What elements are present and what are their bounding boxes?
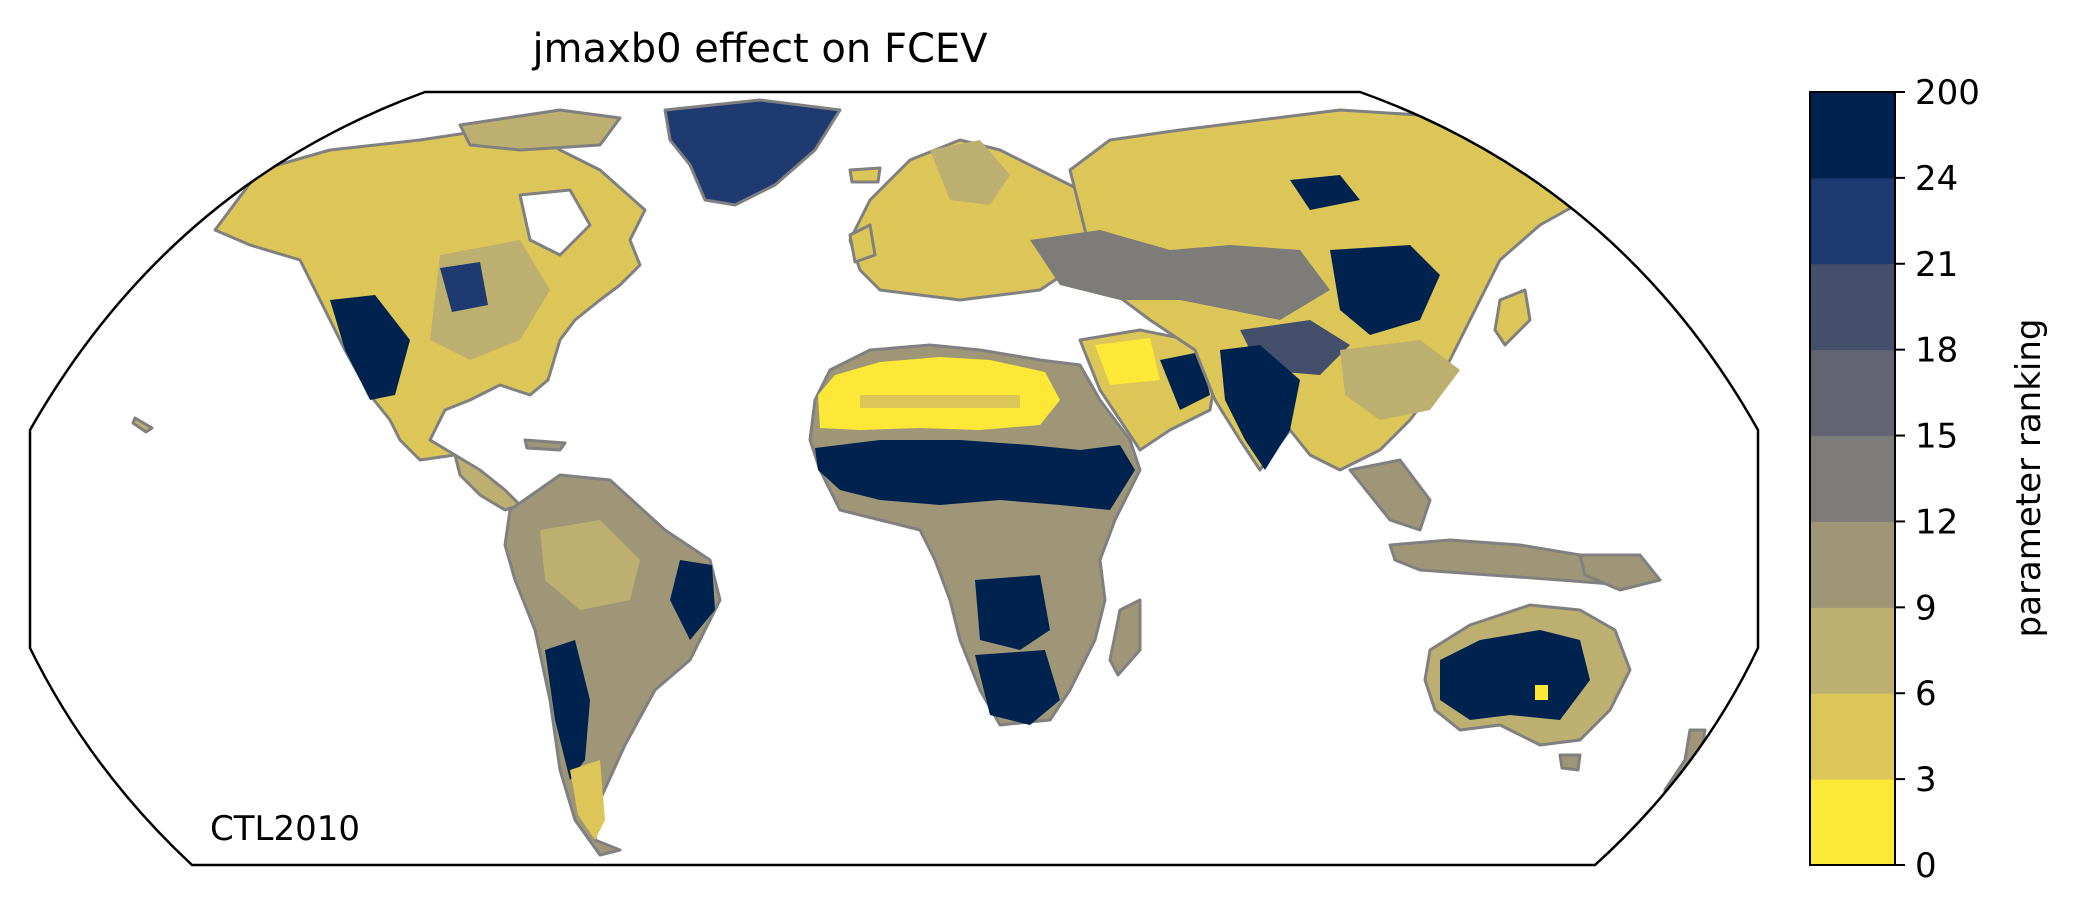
sahara-band bbox=[860, 395, 1020, 408]
colorbar-bin-21-24 bbox=[1810, 177, 1895, 265]
australia-yellow-spot bbox=[1535, 685, 1548, 700]
colorbar-bin-24-200 bbox=[1810, 92, 1895, 179]
run-label: CTL2010 bbox=[210, 809, 360, 849]
colorbar-tick-label: 12 bbox=[1915, 502, 1958, 542]
india-dark bbox=[1220, 345, 1300, 470]
iceland bbox=[848, 166, 882, 184]
colorbar-label: parameter ranking bbox=[2009, 319, 2049, 638]
china-khaki bbox=[1340, 340, 1460, 420]
hawaii bbox=[131, 416, 154, 434]
tasmania bbox=[1558, 753, 1582, 772]
colorbar-bin-9-12 bbox=[1810, 521, 1895, 608]
patagonia bbox=[570, 760, 605, 840]
colorbar-tick-label: 200 bbox=[1915, 73, 1980, 113]
new-guinea bbox=[1578, 553, 1662, 592]
southeast-asia bbox=[1348, 458, 1432, 532]
colorbar-tick-label: 24 bbox=[1915, 159, 1958, 199]
canadian-islands bbox=[458, 108, 622, 152]
colorbar-bin-6-9 bbox=[1810, 607, 1895, 694]
colorbar: 0 3 6 9 12 15 18 21 24 200 parameter ranking bbox=[1809, 73, 2049, 886]
australia-dark bbox=[1440, 630, 1590, 720]
globe-outline bbox=[28, 90, 1760, 867]
madagascar bbox=[1108, 598, 1142, 677]
greenland bbox=[663, 98, 842, 207]
colorbar-bins bbox=[1810, 92, 1895, 866]
colorbar-bin-15-18 bbox=[1810, 349, 1895, 437]
colorbar-ticks: 0 3 6 9 12 15 18 21 24 200 bbox=[1895, 73, 1980, 886]
cuba bbox=[523, 438, 567, 452]
arabia-yellow bbox=[1095, 338, 1160, 385]
map-title: jmaxb0 effect on FCEV bbox=[531, 26, 988, 72]
colorbar-tick-label: 3 bbox=[1915, 760, 1937, 800]
andes-dark bbox=[545, 640, 590, 780]
colorbar-bin-18-21 bbox=[1810, 263, 1895, 351]
colorbar-tick-label: 9 bbox=[1915, 588, 1937, 628]
land-layer bbox=[131, 98, 1707, 857]
sahel bbox=[815, 440, 1135, 510]
amazon-basin bbox=[540, 520, 640, 610]
colorbar-tick-label: 21 bbox=[1915, 245, 1958, 285]
hudson-bay bbox=[518, 188, 592, 257]
mongolia-dark bbox=[1330, 245, 1440, 335]
map-panel: CTL2010 bbox=[28, 90, 1760, 867]
siberia-dark bbox=[1290, 175, 1360, 210]
colorbar-bin-3-6 bbox=[1810, 693, 1895, 780]
colorbar-tick-label: 0 bbox=[1915, 846, 1937, 886]
sahara bbox=[818, 357, 1060, 430]
congo-dark bbox=[975, 575, 1050, 650]
colorbar-tick-label: 15 bbox=[1915, 417, 1958, 457]
british-isles bbox=[848, 223, 877, 264]
colorbar-tick-label: 18 bbox=[1915, 331, 1958, 371]
south-africa-dark bbox=[975, 650, 1060, 725]
brazil-east-dark bbox=[670, 560, 715, 640]
japan bbox=[1493, 288, 1532, 347]
colorbar-bin-0-3 bbox=[1810, 779, 1895, 866]
north-america-interior-dark bbox=[440, 262, 488, 312]
scandinavia bbox=[930, 140, 1010, 205]
north-america-west-dark bbox=[330, 295, 410, 400]
colorbar-tick-label: 6 bbox=[1915, 674, 1937, 714]
colorbar-bin-12-15 bbox=[1810, 435, 1895, 522]
colorbar-frame bbox=[1809, 91, 1896, 866]
central-asia-gray bbox=[1030, 230, 1330, 320]
arabia-dark bbox=[1160, 352, 1210, 410]
